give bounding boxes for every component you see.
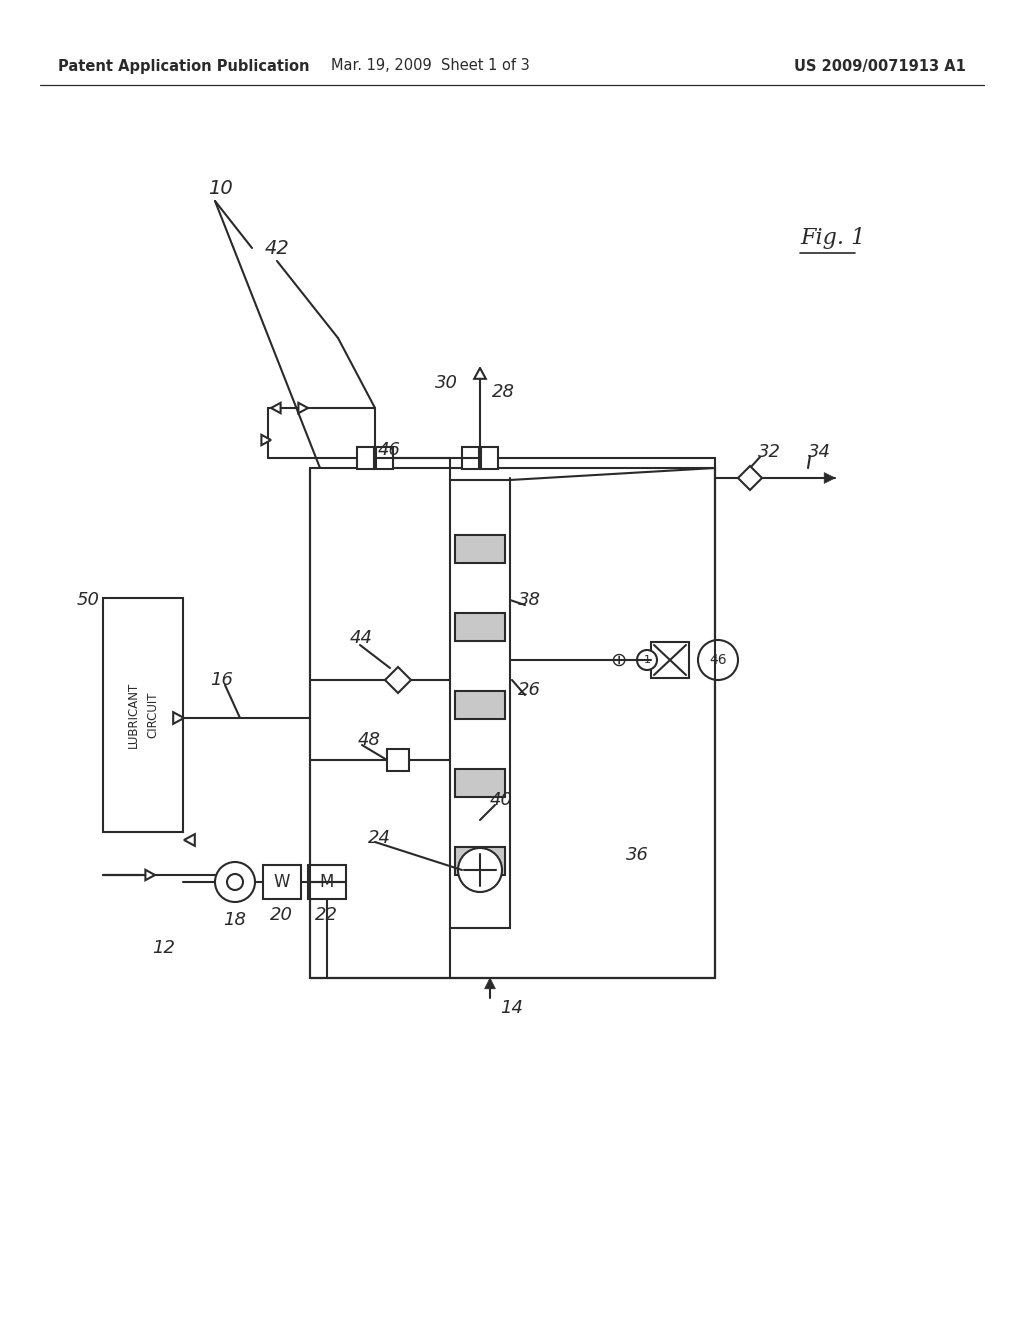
Text: Mar. 19, 2009  Sheet 1 of 3: Mar. 19, 2009 Sheet 1 of 3 xyxy=(331,58,529,74)
Circle shape xyxy=(698,640,738,680)
Text: 38: 38 xyxy=(518,591,541,609)
Bar xyxy=(481,447,498,469)
Polygon shape xyxy=(824,473,835,483)
Text: 44: 44 xyxy=(350,630,373,647)
Circle shape xyxy=(637,649,657,671)
Bar xyxy=(376,447,393,469)
Text: 18: 18 xyxy=(223,911,247,929)
Polygon shape xyxy=(474,368,485,379)
Text: 34: 34 xyxy=(808,444,831,461)
Text: 36: 36 xyxy=(626,846,649,865)
Polygon shape xyxy=(738,466,762,490)
Text: US 2009/0071913 A1: US 2009/0071913 A1 xyxy=(795,58,966,74)
Polygon shape xyxy=(184,834,195,846)
Text: 40: 40 xyxy=(490,791,513,809)
Text: 24: 24 xyxy=(368,829,391,847)
Text: 14: 14 xyxy=(500,999,523,1016)
Bar xyxy=(455,847,505,875)
Text: 42: 42 xyxy=(265,239,290,257)
Bar xyxy=(455,770,505,797)
Polygon shape xyxy=(145,870,155,880)
Text: W: W xyxy=(273,873,290,891)
Polygon shape xyxy=(484,978,496,989)
Text: Patent Application Publication: Patent Application Publication xyxy=(58,58,309,74)
Text: 12: 12 xyxy=(152,939,175,957)
Text: 48: 48 xyxy=(358,731,381,748)
Text: 26: 26 xyxy=(518,681,541,700)
Circle shape xyxy=(458,847,502,892)
Bar xyxy=(263,865,301,899)
Text: 50: 50 xyxy=(77,591,100,609)
Bar xyxy=(455,535,505,564)
Circle shape xyxy=(215,862,255,902)
Bar xyxy=(455,612,505,642)
Text: 10: 10 xyxy=(208,178,232,198)
Polygon shape xyxy=(173,713,184,723)
Text: 1: 1 xyxy=(643,655,650,665)
Text: 16: 16 xyxy=(210,671,233,689)
Text: LUBRICANT
CIRCUIT: LUBRICANT CIRCUIT xyxy=(127,682,159,748)
Text: M: M xyxy=(319,873,334,891)
Text: Fig. 1: Fig. 1 xyxy=(800,227,865,249)
Text: 20: 20 xyxy=(270,906,293,924)
Polygon shape xyxy=(271,403,281,413)
Bar xyxy=(387,748,409,771)
Bar xyxy=(308,865,346,899)
Text: 46: 46 xyxy=(378,441,401,459)
Bar xyxy=(450,480,510,928)
Text: 28: 28 xyxy=(492,383,515,401)
Circle shape xyxy=(227,874,243,890)
Bar xyxy=(103,598,183,832)
Text: 30: 30 xyxy=(435,374,458,392)
Text: 32: 32 xyxy=(758,444,781,461)
Bar xyxy=(462,447,479,469)
Bar xyxy=(357,447,374,469)
Polygon shape xyxy=(261,434,271,445)
Bar xyxy=(455,690,505,719)
Bar xyxy=(651,642,689,678)
Text: 46: 46 xyxy=(710,653,727,667)
Polygon shape xyxy=(298,403,308,413)
Text: $\oplus$: $\oplus$ xyxy=(609,651,627,669)
Bar xyxy=(310,469,715,978)
Text: 22: 22 xyxy=(315,906,338,924)
Polygon shape xyxy=(385,667,411,693)
